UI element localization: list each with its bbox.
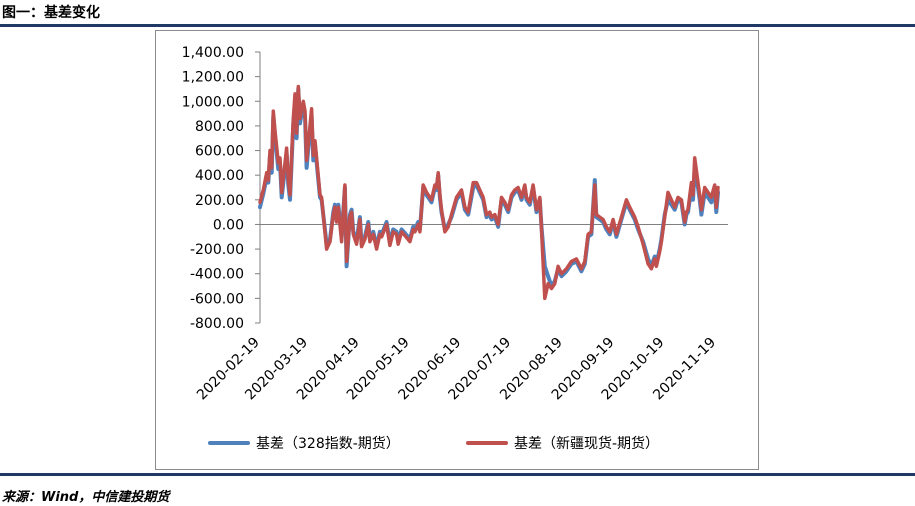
y-tick-label: 600.00 xyxy=(195,144,244,160)
y-tick-label: -800.00 xyxy=(190,316,244,332)
y-tick-label: -600.00 xyxy=(190,291,244,307)
series-line-2 xyxy=(258,84,720,301)
series-line-1 xyxy=(258,87,720,288)
y-tick-label: 1,400.00 xyxy=(182,45,244,61)
y-tick-label: 400.00 xyxy=(195,168,244,184)
top-rule xyxy=(0,24,915,27)
y-tick-label: 200.00 xyxy=(195,193,244,209)
source-note: 来源：Wind，中信建投期货 xyxy=(2,490,170,505)
y-tick-label: 0.00 xyxy=(213,217,244,233)
legend-label-1: 基差（328指数-期货） xyxy=(256,435,400,452)
figure-title: 图一：基差变化 xyxy=(2,5,100,21)
y-tick-label: -400.00 xyxy=(190,267,244,283)
y-tick-label: -200.00 xyxy=(190,242,244,258)
y-tick-label: 800.00 xyxy=(195,119,244,135)
bottom-rule xyxy=(0,473,915,476)
y-tick-label: 1,200.00 xyxy=(182,70,244,86)
y-tick-label: 1,000.00 xyxy=(182,94,244,110)
legend-label-2: 基差（新疆现货-期货） xyxy=(514,435,659,452)
